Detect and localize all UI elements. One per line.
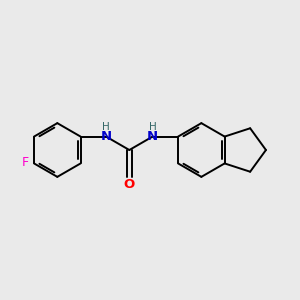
- Text: O: O: [124, 178, 135, 191]
- Text: N: N: [147, 130, 158, 143]
- Text: H: H: [149, 122, 157, 132]
- Text: H: H: [102, 122, 110, 132]
- Text: F: F: [22, 156, 29, 169]
- Text: N: N: [100, 130, 112, 143]
